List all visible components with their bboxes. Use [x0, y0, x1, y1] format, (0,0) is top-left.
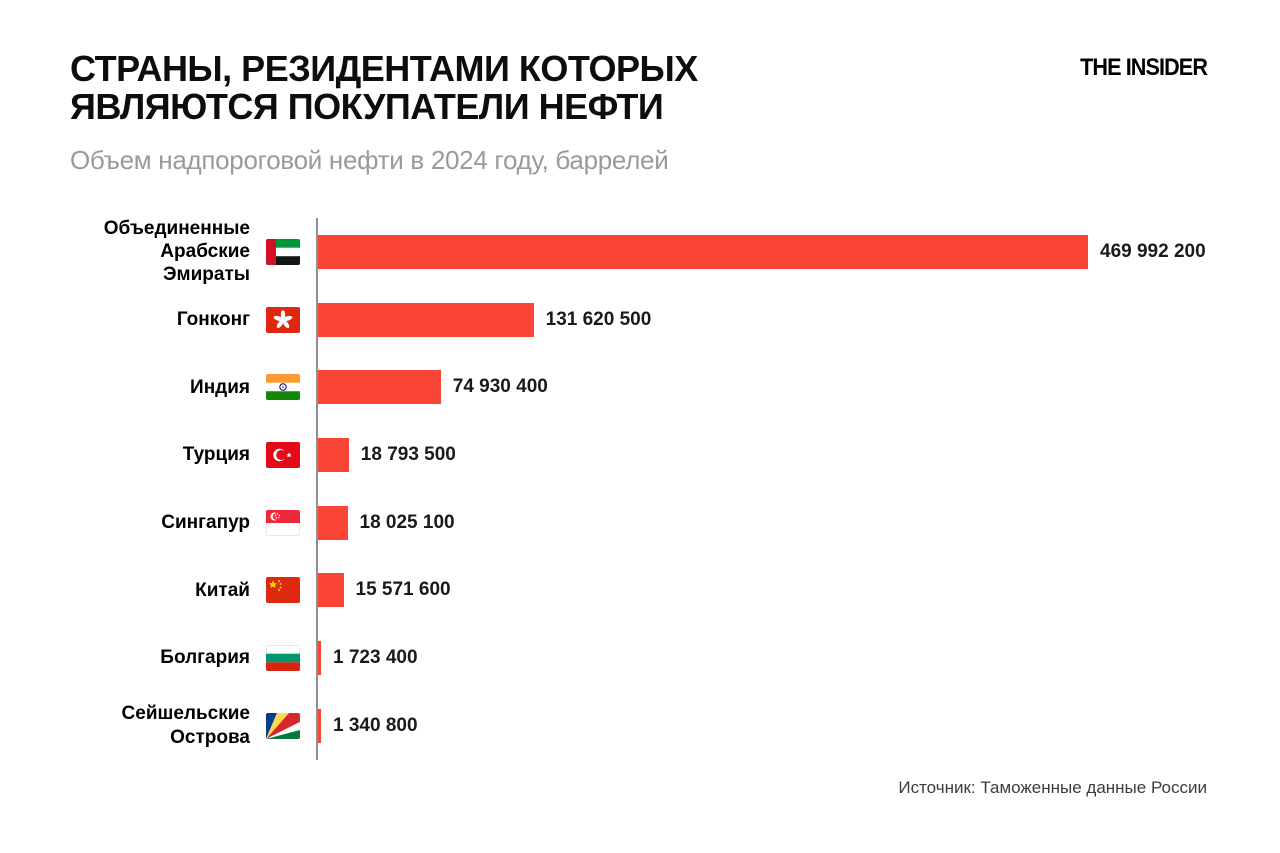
page-title: СТРАНЫ, РЕЗИДЕНТАМИ КОТОРЫХ ЯВЛЯЮТСЯ ПОК… — [70, 50, 698, 126]
country-label: Гонконг — [176, 308, 250, 330]
country-label: Сингапур — [161, 512, 250, 533]
bar — [318, 437, 349, 472]
the-insider-logo: THE INSIDER — [1080, 54, 1208, 81]
flag-hong-kong-icon — [250, 306, 316, 333]
bar-area: 1 340 800 — [316, 691, 1207, 760]
bar-row: Индия 74 930 400 — [70, 353, 1207, 422]
bar-area: 15 571 600 — [316, 556, 1207, 625]
bar-row: Сингапур 18 025 100 — [70, 488, 1207, 557]
country-label: Индия — [190, 376, 250, 398]
country-label: Объединенные Арабские Эмираты — [103, 218, 250, 286]
bar-row: Турция 18 793 500 — [70, 421, 1207, 489]
bar — [318, 708, 321, 743]
title-line-1: СТРАНЫ, РЕЗИДЕНТАМИ КОТОРЫХ — [70, 48, 698, 89]
flag-seychelles-icon — [250, 712, 316, 739]
flag-turkey-icon — [250, 441, 316, 468]
bar-area: 18 025 100 — [316, 488, 1207, 557]
bar-value-label: 18 025 100 — [359, 511, 455, 533]
bar — [318, 505, 348, 540]
flag-india-icon — [250, 374, 316, 401]
chart-subtitle: Объем надпороговой нефти в 2024 году, ба… — [70, 145, 669, 175]
country-label: Китай — [195, 579, 250, 601]
bar-value-label: 131 620 500 — [545, 308, 652, 330]
bar-row: Болгария 1 723 400 — [70, 624, 1207, 692]
flag-china-icon — [250, 577, 316, 604]
flag-singapore-icon — [250, 509, 316, 536]
bar-row: Китай 15 571 600 — [70, 556, 1207, 625]
country-label: Болгария — [160, 647, 250, 669]
bar — [318, 573, 344, 608]
bar — [318, 234, 1088, 269]
flag-uae-icon — [250, 238, 316, 265]
flag-bulgaria-icon — [250, 644, 316, 671]
bar — [318, 370, 441, 405]
bar-value-label: 74 930 400 — [452, 376, 548, 398]
bar — [318, 302, 534, 337]
country-label: Сейшельские Острова — [121, 703, 250, 748]
country-label: Турция — [182, 444, 250, 466]
bar-value-label: 1 723 400 — [333, 646, 418, 668]
title-line-2: ЯВЛЯЮТСЯ ПОКУПАТЕЛИ НЕФТИ — [70, 86, 664, 127]
header: СТРАНЫ, РЕЗИДЕНТАМИ КОТОРЫХ ЯВЛЯЮТСЯ ПОК… — [0, 0, 1280, 126]
bar-area: 469 992 200 — [316, 218, 1207, 286]
bar-value-label: 469 992 200 — [1100, 240, 1206, 262]
source-note: Источник: Таможенные данные России — [898, 778, 1207, 797]
bar — [318, 640, 321, 675]
bar-area: 131 620 500 — [316, 285, 1207, 354]
bar-row: Гонконг 131 620 500 — [70, 285, 1207, 354]
bar-area: 1 723 400 — [316, 624, 1207, 692]
bar-row: Сейшельские Острова 1 340 800 — [70, 691, 1207, 760]
bar-value-label: 1 340 800 — [333, 714, 418, 736]
bar-area: 18 793 500 — [316, 421, 1207, 489]
bar-chart: Объединенные Арабские Эмираты 469 992 20… — [70, 218, 1207, 760]
bar-row: Объединенные Арабские Эмираты 469 992 20… — [70, 218, 1207, 286]
bar-area: 74 930 400 — [316, 353, 1207, 422]
bar-value-label: 15 571 600 — [355, 579, 451, 601]
bar-value-label: 18 793 500 — [360, 443, 456, 465]
